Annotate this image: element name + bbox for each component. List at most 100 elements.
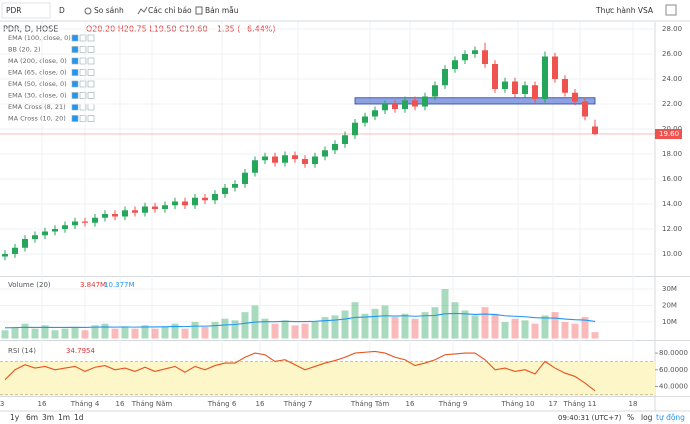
- candle-body: [412, 100, 418, 107]
- indicator-control[interactable]: [87, 46, 95, 53]
- range-button[interactable]: 1d: [74, 413, 84, 422]
- indicator-label: EMA (30, close, 0): [8, 92, 67, 100]
- volume-bar: [431, 307, 439, 339]
- indicator-control[interactable]: [87, 92, 95, 99]
- toolbar: [0, 0, 690, 21]
- volume-bar: [321, 317, 329, 339]
- volume-tick-label: 20M: [662, 302, 677, 310]
- rsi-line: [4, 350, 596, 392]
- candle-body: [102, 214, 108, 218]
- log-toggle[interactable]: log: [641, 413, 653, 422]
- interval[interactable]: D: [59, 6, 65, 15]
- volume-bar: [541, 315, 549, 339]
- indicator-control[interactable]: [87, 69, 95, 76]
- volume-bar: [121, 326, 129, 339]
- volume-bar: [281, 320, 289, 339]
- indicator-control[interactable]: [79, 46, 87, 53]
- time-label: 18: [629, 400, 638, 408]
- volume-ma-value: 10.377M: [104, 281, 135, 289]
- indicator-control[interactable]: [87, 57, 95, 65]
- indicator-control[interactable]: [79, 80, 87, 88]
- indicator-control[interactable]: [71, 80, 79, 88]
- indicator-control[interactable]: [87, 34, 95, 42]
- range-button[interactable]: 1y: [10, 413, 20, 422]
- candle-body: [142, 206, 148, 213]
- indicator-control[interactable]: [71, 69, 79, 76]
- time-label: Tháng Năm: [131, 400, 173, 408]
- indicators-button[interactable]: Các chỉ báo: [148, 6, 192, 15]
- layout-name[interactable]: Thực hành VSA: [595, 6, 654, 15]
- candle-body: [342, 135, 348, 144]
- range-button[interactable]: 6m: [26, 413, 38, 422]
- volume-bar: [421, 312, 429, 339]
- volume-bar: [361, 313, 369, 339]
- indicator-control[interactable]: [71, 57, 79, 65]
- time-label: Tháng 11: [562, 400, 596, 408]
- indicator-label: MA (200, close, 0): [8, 57, 67, 65]
- candle-body: [382, 104, 388, 111]
- indicator-control[interactable]: [79, 57, 87, 65]
- volume-bar: [191, 322, 199, 339]
- auto-toggle[interactable]: tự động: [656, 413, 685, 422]
- indicator-control[interactable]: [79, 115, 87, 122]
- templates-button[interactable]: Bản mẫu: [205, 6, 239, 15]
- candle-body: [372, 110, 378, 117]
- bottom-bar: 1y 6m 3m 1m 1d 09:40:31 (UTC+7)% log tự động: [10, 413, 685, 422]
- time-label: Tháng Tám: [350, 400, 390, 408]
- settings-icon[interactable]: [665, 4, 677, 16]
- indicator-control[interactable]: [79, 69, 87, 76]
- indicator-control[interactable]: [71, 92, 79, 99]
- indicator-label: MA Cross (10, 20): [8, 115, 66, 123]
- volume-bar: [461, 310, 469, 339]
- volume-bar: [81, 330, 89, 339]
- last-price-tag: [655, 129, 682, 139]
- range-button[interactable]: 1m: [58, 413, 70, 422]
- volume-bar: [221, 318, 229, 339]
- candle-body: [172, 201, 178, 206]
- indicator-control[interactable]: [71, 46, 79, 53]
- candle-body: [562, 79, 568, 93]
- percent-toggle[interactable]: %: [627, 413, 634, 422]
- volume-bar: [561, 322, 569, 339]
- time-label: Tháng 7: [283, 400, 313, 408]
- indicator-control[interactable]: [87, 103, 95, 111]
- time-label: Tháng 4: [70, 400, 100, 408]
- price-tick-label: 26.00: [662, 50, 682, 58]
- candle-body: [222, 187, 228, 194]
- volume-bar: [21, 323, 29, 339]
- candle-body: [32, 235, 38, 239]
- price-tick-label: 22.00: [662, 100, 682, 108]
- volume-bar: [201, 326, 209, 339]
- volume-tick-label: 30M: [662, 285, 677, 293]
- candle-body: [262, 156, 268, 161]
- indicator-control[interactable]: [79, 92, 87, 99]
- candle-body: [362, 116, 368, 123]
- symbol[interactable]: PDR: [6, 6, 22, 15]
- volume-bar: [91, 325, 99, 339]
- symbol-input[interactable]: [1, 2, 51, 19]
- candle-body: [442, 69, 448, 86]
- volume-bar: [141, 325, 149, 339]
- indicator-control[interactable]: [71, 34, 79, 42]
- candle-body: [282, 155, 288, 163]
- indicator-control[interactable]: [87, 115, 95, 122]
- indicator-control[interactable]: [79, 34, 87, 42]
- indicator-list: EMA (100, close, 0) BB (20, 2) MA (200, cl…: [8, 34, 95, 123]
- time-label: Tháng 3: [0, 400, 4, 408]
- indicator-control[interactable]: [87, 80, 95, 88]
- compare-button[interactable]: So sánh: [94, 6, 124, 15]
- range-button[interactable]: 3m: [42, 413, 54, 422]
- volume-bar: [501, 322, 509, 339]
- candle-body: [522, 85, 528, 94]
- volume-bar: [231, 320, 239, 339]
- candle-body: [132, 210, 138, 213]
- candle-body: [502, 81, 508, 89]
- indicator-control[interactable]: [71, 103, 79, 111]
- candle-body: [542, 56, 548, 99]
- volume-bar: [291, 325, 299, 339]
- indicator-control[interactable]: [71, 115, 79, 122]
- rsi-tick-label: 40.0000: [659, 382, 688, 390]
- candle-body: [482, 50, 488, 64]
- candle-body: [122, 210, 128, 217]
